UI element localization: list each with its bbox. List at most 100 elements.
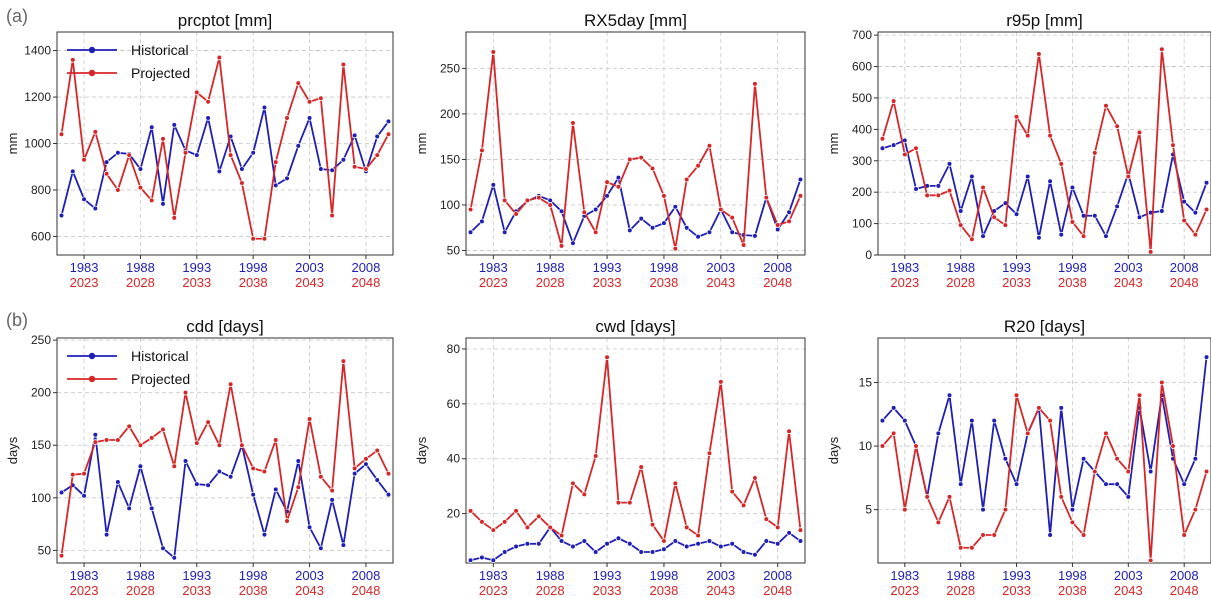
data-point xyxy=(1080,532,1087,538)
x-tick-label-projected: 2023 xyxy=(70,275,99,290)
data-point xyxy=(797,176,804,183)
data-point xyxy=(261,104,268,111)
data-point xyxy=(137,463,144,470)
data-point xyxy=(980,233,986,239)
data-point xyxy=(295,80,302,86)
data-point xyxy=(570,543,576,550)
data-point xyxy=(592,453,599,459)
series-projected xyxy=(58,358,392,559)
data-point xyxy=(92,205,99,212)
chart-panel-0: 6008001000120014001983202319882028199320… xyxy=(5,11,394,290)
data-point xyxy=(661,546,667,553)
data-point xyxy=(786,428,792,435)
chart-title: cdd [days] xyxy=(186,317,264,336)
data-point xyxy=(558,208,565,215)
x-tick-label-projected: 2033 xyxy=(1002,275,1031,290)
data-point xyxy=(774,540,781,547)
data-point xyxy=(239,180,245,186)
data-point xyxy=(1002,222,1009,228)
x-tick-label-projected: 2048 xyxy=(763,583,792,598)
data-point xyxy=(216,168,223,175)
x-tick-label-historical: 1998 xyxy=(649,568,678,583)
y-tick-label: 1200 xyxy=(24,90,51,104)
data-point xyxy=(1036,51,1042,57)
data-point xyxy=(1069,184,1076,191)
x-tick-label-historical: 2003 xyxy=(295,568,324,583)
y-tick-label: 100 xyxy=(31,491,51,505)
x-tick-label-projected: 2048 xyxy=(1170,275,1199,290)
data-point xyxy=(329,487,335,494)
data-point xyxy=(570,240,576,246)
data-point xyxy=(592,549,599,555)
chart-title: R20 [days] xyxy=(1004,317,1085,336)
x-tick-label-historical: 1998 xyxy=(239,260,268,275)
data-point xyxy=(604,354,610,361)
data-point xyxy=(879,443,886,449)
data-point xyxy=(729,488,735,495)
data-point xyxy=(672,203,679,210)
data-point xyxy=(137,184,144,191)
y-tick-label: 250 xyxy=(31,333,51,347)
series-historical xyxy=(879,137,1210,241)
data-point xyxy=(58,131,65,138)
x-tick-label-historical: 1983 xyxy=(70,260,99,275)
data-point xyxy=(69,471,76,478)
data-point xyxy=(250,149,256,156)
data-point xyxy=(902,151,908,158)
data-point xyxy=(1125,173,1132,180)
data-point xyxy=(638,215,644,222)
data-point xyxy=(1125,468,1132,475)
data-point xyxy=(752,81,758,87)
x-tick-label-historical: 2003 xyxy=(706,260,735,275)
data-point xyxy=(92,129,99,135)
data-point xyxy=(467,557,474,563)
data-point xyxy=(924,494,930,500)
y-tick-label: 700 xyxy=(852,28,872,42)
series-line xyxy=(881,356,1208,536)
data-point xyxy=(763,194,770,201)
data-point xyxy=(351,163,358,170)
data-point xyxy=(216,468,223,475)
data-point xyxy=(1159,208,1165,214)
data-point xyxy=(216,54,223,61)
x-tick-label-historical: 2008 xyxy=(1170,568,1199,583)
data-point xyxy=(604,179,610,185)
data-point xyxy=(318,95,324,102)
data-point xyxy=(1002,506,1009,513)
data-point xyxy=(1203,206,1210,213)
data-point xyxy=(205,115,211,121)
data-point xyxy=(171,122,178,128)
x-tick-label-historical: 1998 xyxy=(239,568,268,583)
data-point xyxy=(615,499,622,506)
data-point xyxy=(115,187,121,193)
x-tick-label-historical: 2008 xyxy=(763,260,792,275)
y-tick-label: 0 xyxy=(865,248,872,262)
data-point xyxy=(501,229,508,236)
data-point xyxy=(318,545,324,552)
data-point xyxy=(501,197,508,204)
data-point xyxy=(763,516,770,522)
data-point xyxy=(695,540,701,547)
data-point xyxy=(786,218,792,225)
data-point xyxy=(902,417,908,424)
data-point xyxy=(752,475,758,481)
data-point xyxy=(205,98,211,105)
data-point xyxy=(1058,405,1065,411)
y-tick-label: 5 xyxy=(865,503,872,517)
series-line xyxy=(469,51,802,249)
data-point xyxy=(58,552,65,559)
data-point xyxy=(683,176,690,183)
data-point xyxy=(69,168,76,175)
panel-label-a: (a) xyxy=(6,6,28,26)
data-point xyxy=(69,57,76,63)
x-tick-label-projected: 2038 xyxy=(649,583,678,598)
data-point xyxy=(216,442,223,449)
data-point xyxy=(1080,455,1087,462)
data-point xyxy=(1114,203,1120,210)
legend-marker xyxy=(88,375,96,383)
y-axis-label: mm xyxy=(826,133,841,155)
data-point xyxy=(363,461,369,467)
data-point xyxy=(638,549,644,555)
